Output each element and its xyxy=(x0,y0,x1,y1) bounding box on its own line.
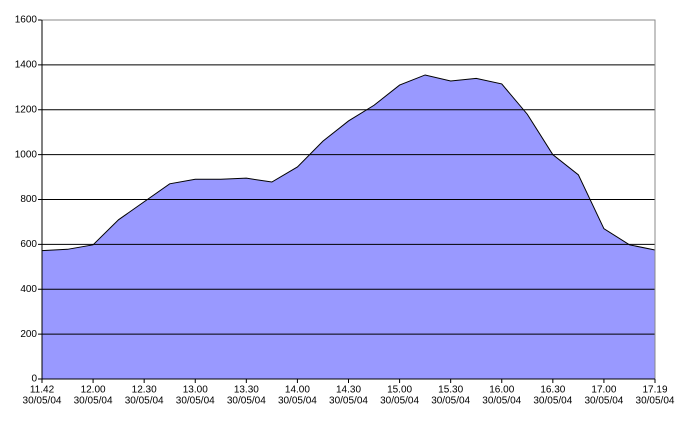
x-tick-label: 30/05/04 xyxy=(278,396,317,407)
x-tick-label: 30/05/04 xyxy=(227,396,266,407)
x-tick-label: 17.00 xyxy=(591,385,616,396)
x-tick-label: 12.30 xyxy=(132,385,157,396)
x-tick-label: 30/05/04 xyxy=(482,396,521,407)
y-tick-label: 1600 xyxy=(15,15,38,26)
x-tick-label: 30/05/04 xyxy=(431,396,470,407)
x-tick-label: 30/05/04 xyxy=(125,396,164,407)
x-tick-label: 30/05/04 xyxy=(176,396,215,407)
y-tick-label: 200 xyxy=(20,329,37,340)
x-tick-label: 16.00 xyxy=(489,385,514,396)
x-tick-label: 15.00 xyxy=(387,385,412,396)
x-tick-label: 30/05/04 xyxy=(380,396,419,407)
x-tick-label: 12.00 xyxy=(81,385,106,396)
x-tick-label: 30/05/04 xyxy=(329,396,368,407)
x-tick-label: 17.19 xyxy=(642,385,667,396)
x-tick-label: 16.30 xyxy=(540,385,565,396)
y-tick-label: 800 xyxy=(20,194,37,205)
x-tick-label: 30/05/04 xyxy=(74,396,113,407)
x-tick-label: 15.30 xyxy=(438,385,463,396)
x-tick-label: 13.00 xyxy=(183,385,208,396)
x-tick-label: 30/05/04 xyxy=(533,396,572,407)
x-tick-label: 30/05/04 xyxy=(636,396,675,407)
y-tick-label: 1400 xyxy=(15,60,38,71)
area xyxy=(42,74,655,380)
x-tick-label: 30/05/04 xyxy=(584,396,623,407)
x-tick-label: 14.30 xyxy=(336,385,361,396)
y-tick-label: 400 xyxy=(20,284,37,295)
y-tick-label: 600 xyxy=(20,239,37,250)
x-tick-label: 14.00 xyxy=(285,385,310,396)
x-tick-label: 30/05/04 xyxy=(23,396,62,407)
y-tick-label: 1000 xyxy=(15,149,38,160)
x-tick-label: 11.42 xyxy=(30,385,55,396)
y-tick-label: 0 xyxy=(31,374,37,385)
x-tick-label: 13.30 xyxy=(234,385,259,396)
y-tick-label: 1200 xyxy=(15,104,38,115)
